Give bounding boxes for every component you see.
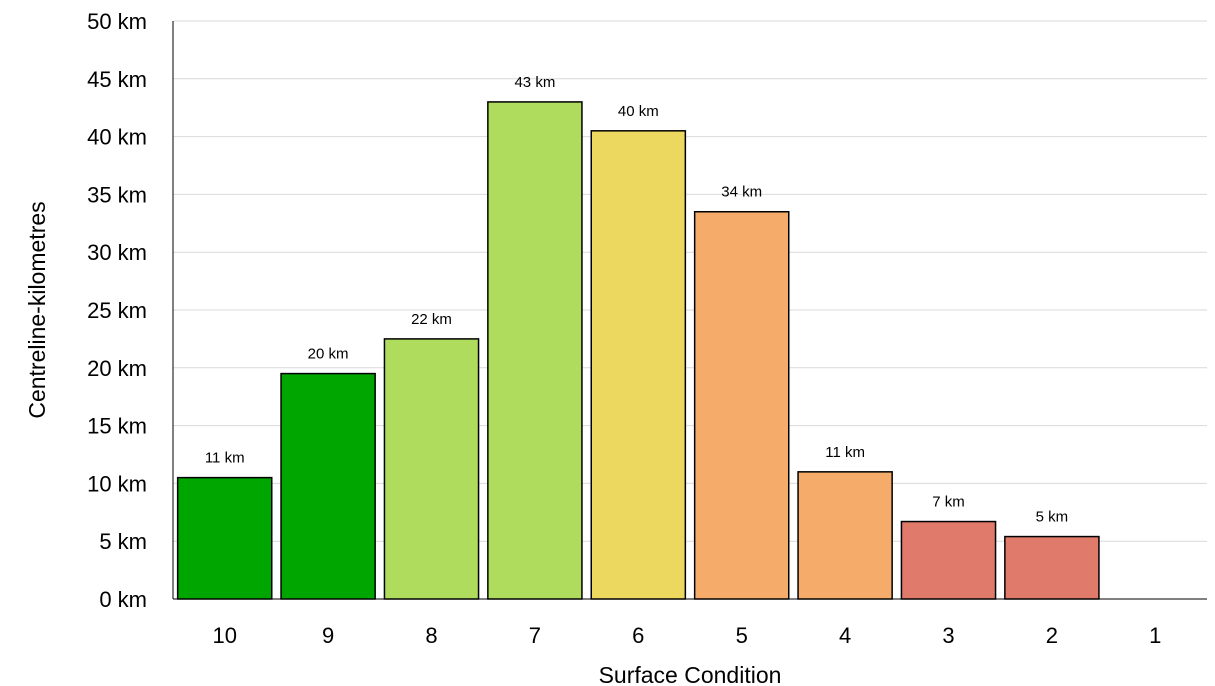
data-label: 40 km	[618, 103, 659, 120]
x-tick-label: 5	[736, 623, 748, 648]
bar	[487, 101, 583, 600]
x-tick-label: 8	[425, 623, 437, 648]
y-tick-label: 40 km	[87, 125, 147, 150]
y-axis-ticks: 0 km 5 km 10 km 15 km 20 km 25 km 30 km 35 km 40…	[87, 9, 147, 612]
y-tick-label: 30 km	[87, 240, 147, 265]
y-axis-title: Centreline-kilometres	[24, 201, 50, 418]
data-labels: 11 km 20 km 22 km 43 km 40 km 34 km 11 km 7 km 5…	[205, 74, 1068, 526]
data-label: 22 km	[411, 311, 452, 328]
x-axis-ticks: 10 9 8 7 6 5 4 3 2 1	[212, 623, 1161, 648]
x-tick-label: 1	[1149, 623, 1161, 648]
bar	[1004, 535, 1100, 600]
bar	[176, 476, 273, 600]
x-axis-title: Surface Condition	[599, 662, 782, 686]
x-tick-label: 2	[1046, 623, 1058, 648]
y-tick-label: 5 km	[99, 529, 147, 554]
x-tick-label: 9	[322, 623, 334, 648]
bar	[693, 210, 790, 600]
x-tick-label: 3	[942, 623, 954, 648]
y-tick-label: 35 km	[87, 182, 147, 207]
data-label: 43 km	[514, 74, 555, 91]
data-label: 11 km	[825, 444, 865, 461]
y-tick-label: 25 km	[87, 298, 147, 323]
data-label: 34 km	[721, 184, 762, 201]
bar	[900, 520, 997, 600]
y-tick-label: 0 km	[99, 587, 147, 612]
bar	[797, 471, 893, 600]
bar	[280, 372, 376, 600]
x-tick-label: 6	[632, 623, 644, 648]
data-label: 5 km	[1036, 509, 1069, 526]
bar	[590, 130, 687, 600]
data-label: 7 km	[932, 494, 965, 511]
bar	[383, 338, 480, 600]
y-tick-label: 15 km	[87, 414, 147, 439]
y-tick-label: 50 km	[87, 9, 147, 34]
y-tick-label: 45 km	[87, 67, 147, 92]
x-tick-label: 10	[212, 623, 236, 648]
x-tick-label: 7	[529, 623, 541, 648]
y-tick-label: 20 km	[87, 356, 147, 381]
x-tick-label: 4	[839, 623, 851, 648]
y-tick-label: 10 km	[87, 471, 147, 496]
data-label: 11 km	[205, 450, 245, 467]
data-label: 20 km	[308, 346, 349, 363]
